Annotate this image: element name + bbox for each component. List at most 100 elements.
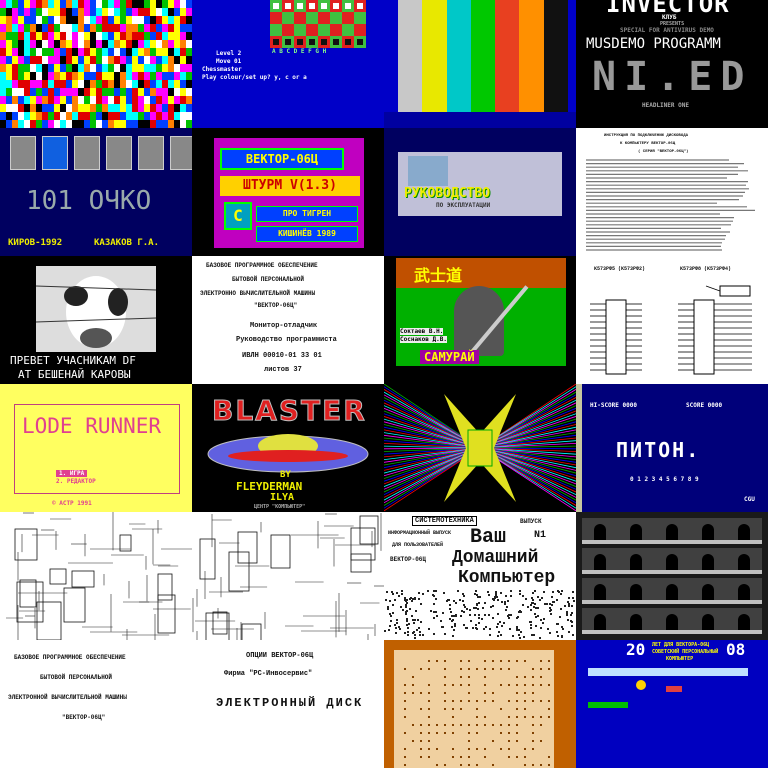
tile-chess[interactable]: A B C D E F G H Level 2 Move 01 Chessmas… (192, 0, 384, 128)
tile-magazine[interactable]: СИСТЕМОТЕХНИКА ВЫПУСК ИНФОРМАЦИОННЫЙ ВЫП… (384, 512, 576, 640)
chessboard (270, 0, 366, 48)
circuit-diagram-2 (192, 513, 384, 640)
manual-l6: Руководство программиста (236, 336, 337, 344)
manual-l5: Монитор-отладчик (250, 322, 318, 330)
tile-invector[interactable]: INVECTOR КЛУБ PRESENTS SPECIAL FOR ANTIV… (576, 0, 768, 128)
tile-python[interactable]: HI-SCORE 0000 SCORE 0000 ПИТОН. 0 1 2 3 … (576, 384, 768, 512)
tile-schematic[interactable]: K573PФ5 (K573РФ2) K573PФ8 (K573РФ4) (576, 256, 768, 384)
chess-move: Move 01 (216, 58, 242, 65)
invector-tag: HEADLINER ONE (642, 102, 689, 109)
mag-num: N1 (534, 530, 547, 541)
tile-electronic-disk[interactable]: ОПЦИИ ВЕКТОР-06Ц Фирма "РС-Инвосервис" Э… (192, 640, 384, 768)
python-digits: 0 1 2 3 4 5 6 7 8 9 (630, 476, 699, 483)
vector06-title: ВЕКТОР-06Ц (220, 148, 344, 170)
python-score: SCORE 0000 (686, 402, 723, 409)
mag-info: ИНФОРМАЦИОННЫЙ ВЫПУСК (388, 530, 452, 536)
tile-blaster[interactable]: BLASTER BY FLEYDERMAN ILYA ЦЕНТР "КОМПЬЮ… (192, 384, 384, 512)
tile-101-ochko[interactable]: 101 ОЧКО КИРОВ-1992 КАЗАКОВ Г.А. (0, 128, 192, 256)
cow-line2: АТ БЕШЕНАЙ КАРОВЫ (18, 368, 131, 381)
invector-sub: SPECIAL FOR ANTIVIRUS DEMO (620, 27, 714, 34)
mag-top: СИСТЕМОТЕХНИКА (412, 516, 477, 526)
chess-files: A B C D E F G H (272, 48, 327, 55)
tile-lode-runner[interactable]: LODE RUNNER 1. ИГРА 2. РЕДАКТОР © АСТР 1… (0, 384, 192, 512)
mag-t3: Компьютер (458, 568, 556, 588)
invector-site: PRESENTS (660, 21, 685, 27)
mag-for: ДЛЯ ПОЛЬЗОВАТЕЛЕЙ (392, 542, 444, 548)
manual2-l4: "ВЕКТОР-06Ц" (62, 714, 106, 721)
vector06-game: ШТУРМ V(1.3) (220, 176, 360, 196)
mag-t1: Ваш (470, 526, 507, 549)
samurai-a1: Соктаев В.Н. (400, 328, 444, 335)
game20-n1: 20 (626, 640, 646, 659)
tile-manual-2[interactable]: БАЗОВОЕ ПРОГРАММНОЕ ОБЕСПЕЧЕНИЕ БЫТОВОЙ … (0, 640, 192, 768)
manual2-l2: БЫТОВОЙ ПЕРСОНАЛЬНОЙ (40, 674, 113, 681)
blaster-center: ЦЕНТР "КОМПЬЮТЕР" (254, 504, 306, 510)
color-bars (398, 0, 568, 112)
spaceship (207, 434, 369, 473)
ochko-right: КАЗАКОВ Г.А. (94, 238, 160, 248)
tile-circuit-1[interactable] (0, 512, 192, 640)
manual-l8: листов 37 (264, 366, 302, 374)
vector06-city: КИШИНЁВ 1989 (256, 226, 358, 242)
game20-l3: КОМПЬЮТЕР (666, 656, 694, 662)
playing-cards (10, 136, 192, 170)
instr-head3: ( СЕРИЯ "ВЕКТОР-06Ц") (638, 150, 689, 154)
mag-vyp: ВЫПУСК (520, 518, 542, 525)
lode-m2[interactable]: 2. РЕДАКТОР (56, 478, 96, 485)
blaster-a2: ILYA (270, 492, 295, 503)
game20-n2: 08 (726, 640, 746, 659)
samurai-kanji: 武士道 (414, 266, 463, 285)
manual2-l1: БАЗОВОЕ ПРОГРАММНОЕ ОБЕСПЕЧЕНИЕ (14, 654, 126, 661)
schematic-lt: K573PФ5 (K573РФ2) (594, 266, 646, 272)
mag-pc: ВЕКТОР-06Ц (390, 556, 427, 563)
tile-3d-corridor[interactable] (384, 384, 576, 512)
invector-logo: NI.ED (592, 54, 753, 100)
vector06-label: ПРО ТИГРЕН (256, 206, 358, 222)
ochko-title: 101 ОЧКО (26, 186, 152, 216)
ruk-sub: ПО ЭКСПЛУАТАЦИИ (436, 202, 491, 209)
invector-title: MUSDEMO PROGRAMM (586, 36, 721, 52)
game20-l1: ЛЕТ ДЛЯ ВЕКТОРА-06Ц (652, 642, 710, 648)
disk-l3: ЭЛЕКТРОННЫЙ ДИСК (216, 696, 364, 710)
chess-level: Level 2 (216, 50, 242, 57)
manual-l1: БАЗОВОЕ ПРОГРАММНОЕ ОБЕСПЕЧЕНИЕ (206, 262, 318, 269)
lode-m1[interactable]: 1. ИГРА (56, 470, 88, 477)
tile-orange-level[interactable] (384, 640, 576, 768)
manual-l4: "ВЕКТОР-06Ц" (254, 302, 298, 309)
samurai-title: САМУРАЙ (420, 350, 479, 364)
lode-title: LODE RUNNER (22, 414, 162, 438)
schematic-rt: K573PФ8 (K573РФ4) (680, 266, 732, 272)
manual-l7: ИВЛН 00010-01 33 01 (242, 352, 322, 360)
tile-color-noise[interactable] (0, 0, 192, 128)
python-hi: HI-SCORE 0000 (590, 402, 637, 409)
manual-l3: ЭЛЕКТРОННО ВЫЧИСЛИТЕЛЬНОЙ МАШИНЫ (200, 290, 316, 297)
cow-line1: ПРЕВЕТ УЧАСНИКАМ DF (10, 354, 136, 367)
tile-circuit-2[interactable] (192, 512, 384, 640)
blaster-title: BLASTER (212, 394, 367, 428)
tile-color-bars[interactable] (384, 0, 576, 128)
invector-club: КЛУБ (662, 14, 677, 21)
vector06-logo: C (224, 202, 252, 230)
tile-instruction[interactable]: ИНСТРУКЦИЯ ПО ПОДКЛЮЧЕНИЮ ДИСКОВОДА К КО… (576, 128, 768, 256)
tile-platforms[interactable] (576, 512, 768, 640)
platform-level (582, 518, 762, 634)
python-title: ПИТОН. (616, 438, 701, 462)
tile-cow[interactable]: ПРЕВЕТ УЧАСНИКАМ DF АТ БЕШЕНАЙ КАРОВЫ (0, 256, 192, 384)
tile-manual[interactable]: БАЗОВОЕ ПРОГРАММНОЕ ОБЕСПЕЧЕНИЕ БЫТОВОЙ … (192, 256, 384, 384)
color-noise-canvas (0, 0, 192, 128)
corridor-graphic (384, 384, 576, 512)
tile-20-years[interactable]: 20 08 ЛЕТ ДЛЯ ВЕКТОРА-06Ц СОВЕТСКИЙ ПЕРС… (576, 640, 768, 768)
chess-title: Chessmaster (202, 66, 242, 73)
chip-pinouts (590, 285, 752, 375)
tile-samurai[interactable]: 武士道 Соктаев В.Н. Соснаков Д.В. САМУРАЙ (384, 256, 576, 384)
tile-rukovodstvo[interactable]: РУКОВОДСТВО ПО ЭКСПЛУАТАЦИИ (384, 128, 576, 256)
cow-image (36, 266, 156, 352)
ochko-left: КИРОВ-1992 (8, 238, 63, 248)
disk-l2: Фирма "РС-Инвосервис" (224, 670, 313, 678)
tile-shturm[interactable]: ВЕКТОР-06Ц ШТУРМ V(1.3) C ПРО ТИГРЕН КИШ… (192, 128, 384, 256)
samurai-a2: Соснаков Д.В. (400, 336, 447, 343)
lode-copy: © АСТР 1991 (52, 500, 92, 507)
manual2-l3: ЭЛЕКТРОННОЙ ВЫЧИСЛИТЕЛЬНОЙ МАШИНЫ (8, 694, 127, 701)
mag-noise (384, 590, 575, 639)
